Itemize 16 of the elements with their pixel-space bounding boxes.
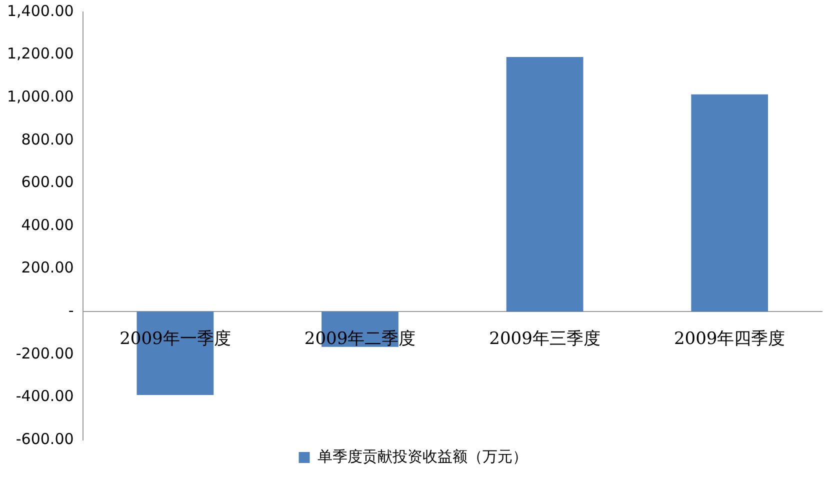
legend-label: 单季度贡献投资收益额（万元） [317, 447, 528, 466]
y-tick-label: 1,000.00 [7, 87, 74, 106]
x-tick-label: 2009年三季度 [489, 329, 600, 350]
x-tick-label: 2009年四季度 [674, 329, 786, 350]
y-tick-label: 1,200.00 [7, 44, 74, 63]
y-tick-label: -600.00 [16, 430, 74, 448]
y-tick-label: -400.00 [16, 387, 74, 406]
y-tick-label: - [68, 301, 74, 320]
y-tick-label: 600.00 [21, 173, 74, 192]
y-tick-label: 400.00 [21, 216, 74, 234]
y-tick-label: 1,400.00 [7, 2, 74, 20]
y-tick-label: -200.00 [16, 344, 74, 362]
y-tick-label: 200.00 [21, 258, 74, 277]
bar [506, 56, 584, 312]
bar [691, 94, 768, 312]
y-tick-label: 800.00 [21, 130, 74, 148]
